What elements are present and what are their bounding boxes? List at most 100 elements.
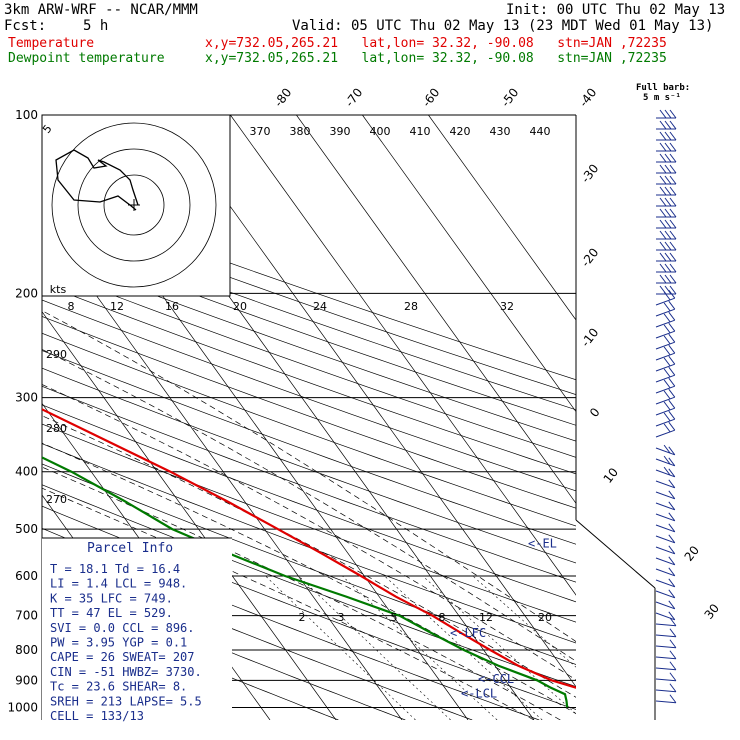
- mixing-ratio-label: 2: [299, 611, 306, 624]
- wind-barb-flag: [663, 379, 671, 389]
- isotherm-line: [42, 219, 403, 720]
- wind-barb-flag: [668, 556, 676, 566]
- wind-barb-flag: [668, 589, 676, 599]
- dry-adiabat-line: [42, 463, 576, 665]
- temp-tick-label: -40: [576, 86, 599, 110]
- wind-barb-flag: [668, 300, 676, 310]
- theta-label: 420: [450, 125, 471, 138]
- theta-e-label: 290: [46, 348, 67, 361]
- dry-adiabat-line: [42, 423, 576, 623]
- wind-barb-flag: [663, 302, 671, 312]
- wind-barb-flag: [664, 241, 672, 251]
- wind-barb-flag: [664, 186, 672, 196]
- wind-barb: [655, 634, 676, 638]
- wind-barb-flag: [669, 109, 677, 119]
- hodograph-ring-label: 32: [500, 300, 514, 313]
- wind-barb-flag: [663, 455, 671, 465]
- wind-barb-flag: [669, 263, 677, 273]
- wind-barb-flag: [668, 366, 676, 376]
- mixing-ratio-label: 12: [479, 611, 493, 624]
- temp-tick-label: 10: [601, 465, 621, 486]
- wind-barb-flag: [669, 131, 677, 141]
- wind-barb-flag: [668, 322, 676, 332]
- pressure-tick-label: 800: [15, 643, 38, 657]
- dry-adiabat-line: [42, 316, 576, 509]
- pressure-tick-label: 400: [15, 465, 38, 479]
- parcel-info-box: [42, 538, 232, 720]
- temperature-legend: Temperature: [8, 36, 95, 51]
- wind-barb: [655, 568, 675, 577]
- wind-barb-flag: [668, 512, 676, 522]
- wind-barb: [655, 469, 675, 478]
- wind-barb-flag: [669, 285, 677, 295]
- pressure-tick-label: 600: [15, 569, 38, 583]
- parcel-level-label: <-LFC: [450, 626, 486, 640]
- wind-barb-flag: [668, 311, 676, 321]
- temp-tick-label: -70: [342, 86, 365, 110]
- hodograph-ring: [103, 174, 165, 236]
- hodograph-ring-label: 28: [404, 300, 418, 313]
- temperature-line: [42, 408, 576, 689]
- hodograph-ring-label: 12: [110, 300, 124, 313]
- wind-barb-flag: [663, 324, 671, 334]
- temperature-location: x,y=732.05,265.21 lat,lon= 32.32, -90.08…: [205, 36, 667, 51]
- wind-barb: [655, 513, 675, 522]
- parcel-info-row: Tc = 23.6 SHEAR= 8.: [50, 680, 187, 694]
- isotherm-line: [428, 115, 576, 321]
- parcel-level-label: <-CCL: [478, 672, 514, 686]
- hodograph-ring-label: 24: [313, 300, 327, 313]
- wind-barb-flag: [664, 274, 672, 284]
- wind-barb-flag: [664, 208, 672, 218]
- temp-tick-label: -10: [578, 326, 601, 350]
- hodograph-ring-label: kts: [50, 283, 67, 296]
- wind-barb-flag: [663, 466, 671, 476]
- wind-barb-flag: [668, 421, 676, 431]
- dry-adiabat-line: [42, 350, 576, 545]
- wind-barb: [655, 297, 675, 306]
- parcel-info-row: SVI = 0.0 CCL = 896.: [50, 621, 195, 635]
- wind-barb: [655, 700, 676, 704]
- wind-barb: [655, 429, 675, 438]
- mixing-ratio-label: 3: [338, 611, 345, 624]
- wind-barb-flag: [668, 534, 676, 544]
- parcel-info-row: SREH = 213 LAPSE= 5.5: [50, 694, 202, 708]
- wind-barb: [655, 656, 676, 660]
- wind-barb-flag: [668, 468, 676, 478]
- forecast-label: Fcst:: [4, 18, 47, 34]
- wind-barb-flag: [659, 252, 667, 262]
- wind-barb-flag: [668, 611, 676, 621]
- dry-adiabat-line: [42, 237, 576, 426]
- wind-barb: [655, 502, 675, 511]
- wind-barb: [655, 447, 675, 456]
- hodograph-ring: [77, 148, 191, 262]
- wind-barb: [655, 557, 675, 566]
- theta-label: 410: [410, 125, 431, 138]
- isotherm-line: [230, 115, 576, 596]
- temp-tick-label: -60: [419, 86, 442, 110]
- hodograph-ring-label: 8: [68, 300, 75, 313]
- wind-barb-flag: [668, 479, 676, 489]
- dry-adiabat-line: [42, 574, 406, 720]
- wind-barb-flag: [659, 164, 667, 174]
- init-time: Init: 00 UTC Thu 02 May 13: [506, 2, 726, 18]
- hodograph-trace: [55, 149, 139, 211]
- wind-barb-flag: [668, 344, 676, 354]
- wind-barb-flag: [668, 388, 676, 398]
- parcel-level-label: <-LCL: [461, 687, 497, 701]
- theta-e-label: 270: [46, 493, 67, 506]
- wind-barb-flag: [668, 501, 676, 511]
- isotherm-line: [0, 115, 6, 720]
- wind-barb-flag: [659, 208, 667, 218]
- temp-tick-label: 20: [682, 543, 702, 564]
- mixing-ratio-label: 8: [439, 611, 446, 624]
- wind-barb-flag: [663, 401, 671, 411]
- wind-barb: [655, 330, 675, 339]
- wind-barb-flag: [669, 230, 677, 240]
- wind-barb-flag: [668, 289, 676, 299]
- moist-adiabat-line: [42, 310, 576, 642]
- parcel-info-row: K = 35 LFC = 749.: [50, 591, 173, 605]
- wind-barb-flag: [659, 263, 667, 273]
- wind-barb-flag: [668, 333, 676, 343]
- wind-barb-flag: [663, 335, 671, 345]
- mixing-ratio-line: [472, 575, 576, 668]
